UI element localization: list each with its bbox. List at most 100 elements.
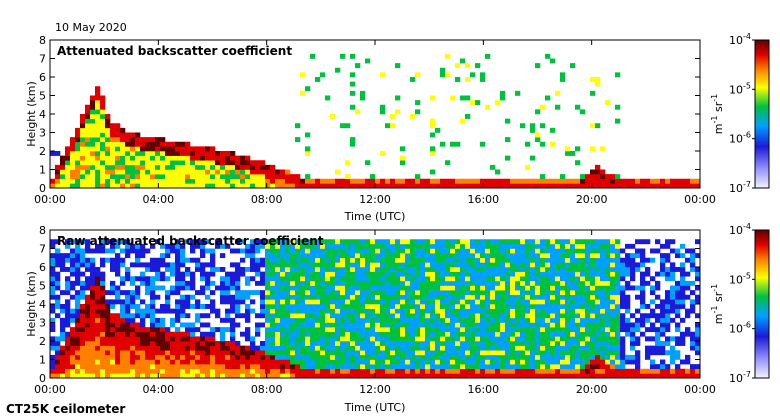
- heatmap-cell: [435, 336, 441, 342]
- heatmap-cell: [310, 178, 316, 184]
- heatmap-cell: [690, 290, 696, 296]
- heatmap-cell: [515, 304, 521, 309]
- heatmap-cell: [505, 239, 511, 245]
- heatmap-cell: [150, 267, 156, 272]
- heatmap-cell: [205, 164, 211, 170]
- heatmap-cell: [265, 239, 271, 245]
- heatmap-cell: [445, 350, 451, 356]
- heatmap-cell: [175, 160, 181, 166]
- heatmap-cell: [125, 132, 131, 138]
- heatmap-cell: [365, 262, 371, 268]
- heatmap-cell: [280, 368, 286, 374]
- x-axis-label: Time (UTC): [344, 210, 406, 223]
- unit-exp: -1: [710, 284, 719, 292]
- heatmap-cell: [570, 373, 576, 379]
- heatmap-cell: [530, 155, 536, 161]
- heatmap-cell: [390, 364, 396, 370]
- heatmap-cell: [460, 271, 466, 277]
- heatmap-cell: [175, 350, 181, 356]
- heatmap-cell: [675, 253, 681, 259]
- heatmap-cell: [340, 317, 346, 323]
- heatmap-cell: [560, 253, 566, 259]
- heatmap-cell: [505, 350, 511, 356]
- heatmap-cell: [130, 262, 136, 268]
- heatmap-cell: [495, 373, 501, 379]
- heatmap-cell: [160, 164, 166, 170]
- heatmap-cell: [330, 267, 336, 272]
- heatmap-cell: [590, 368, 596, 374]
- heatmap-cell: [165, 151, 171, 156]
- heatmap-cell: [395, 239, 401, 245]
- heatmap-cell: [575, 313, 581, 319]
- heatmap-cell: [600, 336, 606, 342]
- heatmap-cell: [95, 359, 101, 365]
- heatmap-cell: [265, 359, 271, 365]
- heatmap-cell: [195, 345, 201, 351]
- heatmap-cell: [100, 248, 106, 254]
- heatmap-cell: [85, 183, 91, 189]
- heatmap-cell: [205, 280, 211, 286]
- heatmap-cell: [615, 262, 621, 268]
- heatmap-cell: [245, 253, 251, 259]
- heatmap-cell: [175, 276, 181, 282]
- heatmap-cell: [585, 257, 591, 263]
- heatmap-cell: [340, 373, 346, 379]
- heatmap-cell: [250, 253, 256, 259]
- heatmap-cell: [145, 267, 151, 272]
- heatmap-cell: [140, 359, 146, 365]
- heatmap-cell: [220, 341, 226, 346]
- heatmap-cell: [585, 253, 591, 259]
- heatmap-cell: [320, 341, 326, 346]
- heatmap-cell: [65, 253, 71, 259]
- heatmap-cell: [655, 280, 661, 286]
- heatmap-cell: [295, 373, 301, 379]
- heatmap-cell: [345, 262, 351, 268]
- heatmap-cell: [175, 345, 181, 351]
- heatmap-cell: [165, 248, 171, 254]
- heatmap-cell: [545, 313, 551, 319]
- heatmap-cell: [90, 118, 96, 124]
- heatmap-cell: [405, 331, 411, 337]
- heatmap-cell: [65, 373, 71, 379]
- heatmap-cell: [585, 373, 591, 379]
- heatmap-cell: [500, 95, 506, 101]
- heatmap-cell: [550, 331, 556, 337]
- heatmap-cell: [460, 262, 466, 268]
- heatmap-cell: [490, 294, 496, 300]
- heatmap-cell: [255, 164, 261, 170]
- heatmap-cell: [225, 350, 231, 356]
- heatmap-cell: [420, 308, 426, 314]
- heatmap-cell: [475, 327, 481, 333]
- heatmap-cell: [100, 331, 106, 337]
- heatmap-cell: [90, 271, 96, 277]
- heatmap-cell: [540, 243, 546, 249]
- heatmap-cell: [465, 63, 471, 69]
- heatmap-cell: [180, 373, 186, 379]
- heatmap-cell: [390, 327, 396, 333]
- heatmap-cell: [535, 364, 541, 370]
- heatmap-cell: [435, 127, 441, 133]
- heatmap-cell: [510, 359, 516, 365]
- heatmap-cell: [105, 336, 111, 342]
- heatmap-cell: [530, 299, 536, 305]
- heatmap-cell: [345, 160, 351, 166]
- heatmap-cell: [95, 341, 101, 346]
- heatmap-cell: [430, 262, 436, 268]
- unit-base: m: [712, 124, 725, 135]
- heatmap-cell: [55, 169, 61, 175]
- heatmap-cell: [645, 350, 651, 356]
- heatmap-cell: [470, 239, 476, 245]
- heatmap-cell: [355, 322, 361, 328]
- heatmap-cell: [510, 276, 516, 282]
- heatmap-cell: [445, 290, 451, 296]
- heatmap-cell: [485, 317, 491, 323]
- heatmap-cell: [585, 174, 591, 180]
- heatmap-cell: [685, 368, 691, 374]
- heatmap-cell: [525, 373, 531, 379]
- heatmap-cell: [405, 327, 411, 333]
- heatmap-cell: [285, 359, 291, 365]
- heatmap-cell: [240, 313, 246, 319]
- heatmap-cell: [665, 368, 671, 374]
- heatmap-cell: [135, 341, 141, 346]
- heatmap-cell: [265, 336, 271, 342]
